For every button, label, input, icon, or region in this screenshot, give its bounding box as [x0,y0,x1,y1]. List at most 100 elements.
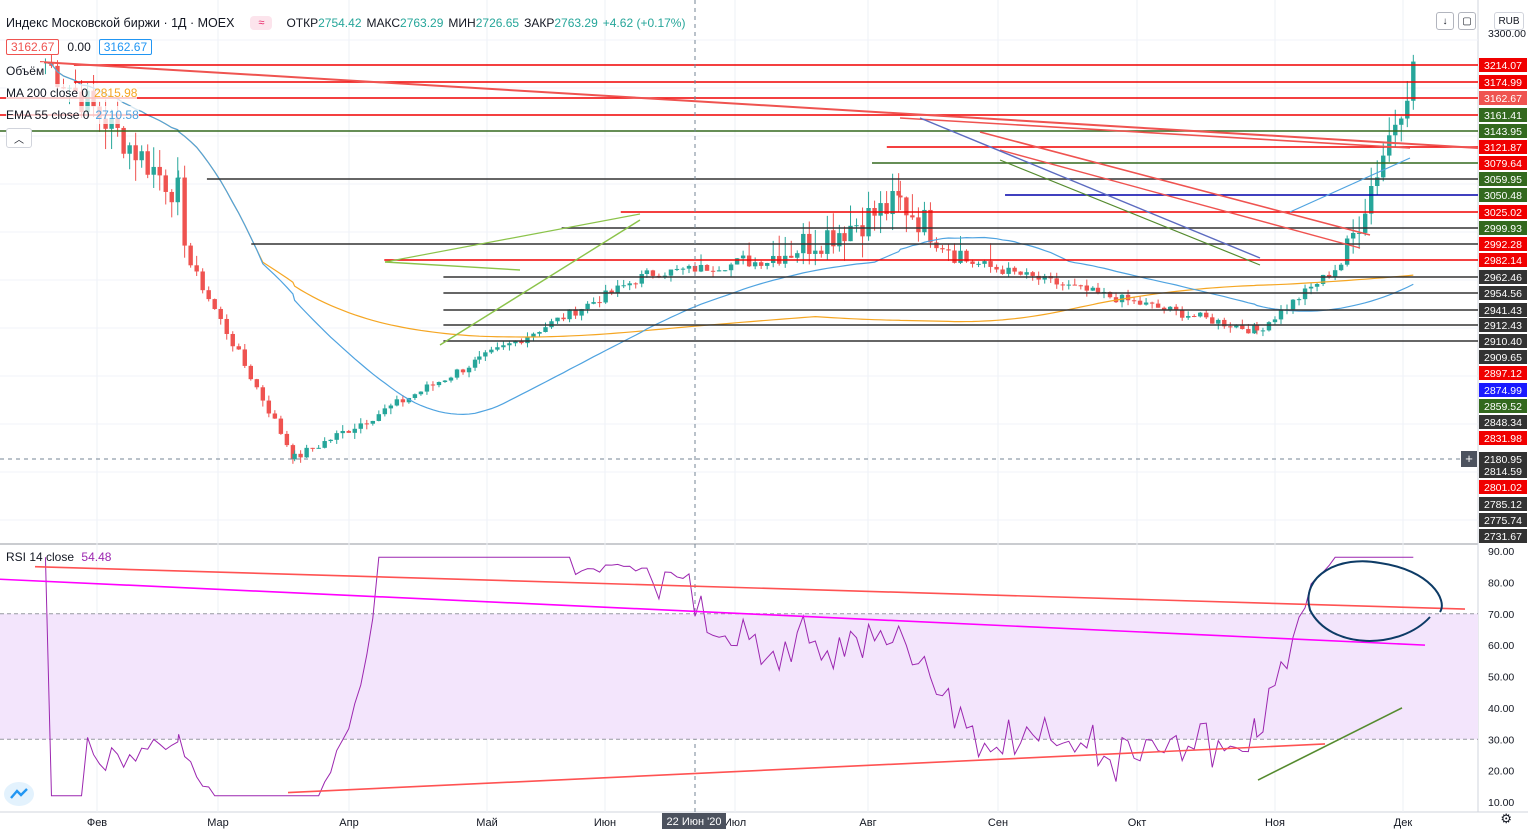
ema55-line [45,61,1414,415]
candle-body [157,166,162,176]
candle-body [513,340,518,344]
candle-body [537,332,542,334]
rsi-tick-label: 30.00 [1488,734,1514,746]
candle-body [555,317,560,322]
candle-body [483,352,488,357]
candle-body [1296,299,1302,301]
candle-body [519,340,524,344]
candle-body [1000,269,1005,274]
symbol-title[interactable]: Индекс Московской биржи · 1Д · MOEX [6,16,235,30]
price-label-bg [1479,529,1527,543]
candle-body [1381,155,1386,178]
candle-body [1362,213,1368,233]
compare-badge-icon[interactable]: ≈ [250,16,273,30]
price-label: 2180.95 [1484,454,1522,466]
price-label: 2848.34 [1484,417,1522,429]
candle-body [758,262,764,266]
price-label-bg [1479,513,1527,527]
candle-body [1204,312,1209,318]
candle-body [795,253,800,258]
candle-body [495,347,500,350]
ohlc-value: 2763.29 [554,16,598,30]
trend-line [919,117,1261,259]
price-label: 3121.87 [1484,142,1522,154]
ask-price: 3162.67 [98,39,153,55]
currency-button[interactable]: RUB [1494,12,1524,30]
candle-body [1332,270,1338,277]
rsi-tick-label: 20.00 [1488,766,1514,778]
settings-gear-icon[interactable]: ⚙ [1500,811,1512,826]
price-label: 2801.02 [1484,482,1522,494]
month-tick-label: Июл [724,817,746,829]
ema55-legend[interactable]: EMA 55 close 0 2710.58 [6,106,139,124]
volume-legend[interactable]: Объём [6,62,45,80]
price-label-bg [1479,383,1527,397]
tradingview-logo[interactable] [4,782,34,806]
candle-body [994,266,999,270]
candle-body [1369,186,1374,214]
download-button[interactable]: ↓ [1436,12,1454,30]
rsi-trend-line [0,578,1426,646]
candle-body [928,209,933,243]
month-tick-label: Апр [339,817,358,829]
candle-body [1012,267,1017,272]
trend-line [1289,157,1411,213]
candle-body [1272,319,1278,323]
candle-body [382,408,388,415]
candle-body [609,290,614,293]
plus-icon: + [1465,451,1473,466]
rsi-line [44,556,1414,797]
fullscreen-button[interactable]: ▢ [1458,12,1476,30]
candle-body [284,433,290,446]
price-label: 3025.02 [1484,207,1522,219]
candle-body [561,317,566,320]
price-label: 2874.99 [1484,385,1522,397]
rsi-tick-label: 60.00 [1488,640,1514,652]
month-tick-label: Сен [988,817,1008,829]
candle-body [1173,306,1179,310]
candle-body [831,230,836,247]
cloud-logo-icon [10,788,28,799]
candle-body [176,177,181,179]
volume-label: Объём [6,64,45,78]
candle-body [1266,322,1272,331]
price-label: 2831.98 [1484,433,1522,445]
candle-body [842,233,847,242]
price-label-bg [1479,124,1527,138]
rsi-legend[interactable]: RSI 14 close 54.48 [6,550,111,564]
candle-body [430,384,436,386]
price-label-bg [1479,108,1527,122]
candle-body [1278,309,1284,320]
candle-body [127,145,132,154]
bid-price: 3162.67 [6,39,60,55]
trend-line [999,149,1361,249]
candle-body [1137,300,1143,305]
candle-body [1290,299,1296,310]
candle-body [1030,272,1035,276]
candle-body [866,208,871,237]
candle-body [952,250,957,263]
candle-body [896,191,901,196]
ohlc-value: +4.62 (+0.17%) [602,16,686,30]
candle-body [1119,294,1125,303]
collapse-legend-button[interactable]: ︿ [6,128,32,148]
candle-body [1344,238,1350,265]
candle-body [878,203,883,216]
candle-body [1228,326,1233,328]
candle-body [1107,292,1113,298]
price-label: 3214.07 [1484,60,1522,72]
candle-body [1260,330,1266,332]
candle-body [1090,287,1096,291]
price-label-bg [1479,140,1527,154]
candle-body [242,349,247,366]
candle-body [340,430,345,434]
candle-body [1155,303,1161,308]
price-label: 3050.48 [1484,190,1522,202]
ma200-legend[interactable]: MA 200 close 0 2815.98 [6,84,138,102]
candle-body [1198,312,1203,317]
chevron-up-icon: ︿ [14,134,24,146]
rsi-tick-label: 70.00 [1488,609,1514,621]
candle-body [224,318,229,334]
price-axis-bg [1478,0,1528,829]
